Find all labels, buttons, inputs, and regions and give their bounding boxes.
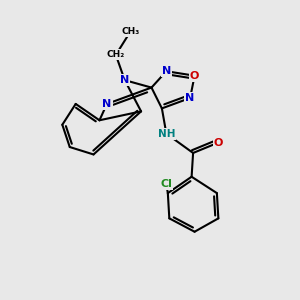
Text: Cl: Cl [160,179,172,189]
Text: N: N [185,93,195,103]
Text: N: N [162,66,171,76]
Text: N: N [102,99,112,109]
Text: CH₃: CH₃ [122,27,140,36]
Text: N: N [120,75,129,85]
Text: O: O [214,138,223,148]
Text: CH₂: CH₂ [107,50,125,59]
Text: O: O [190,71,199,81]
Text: NH: NH [158,129,175,139]
